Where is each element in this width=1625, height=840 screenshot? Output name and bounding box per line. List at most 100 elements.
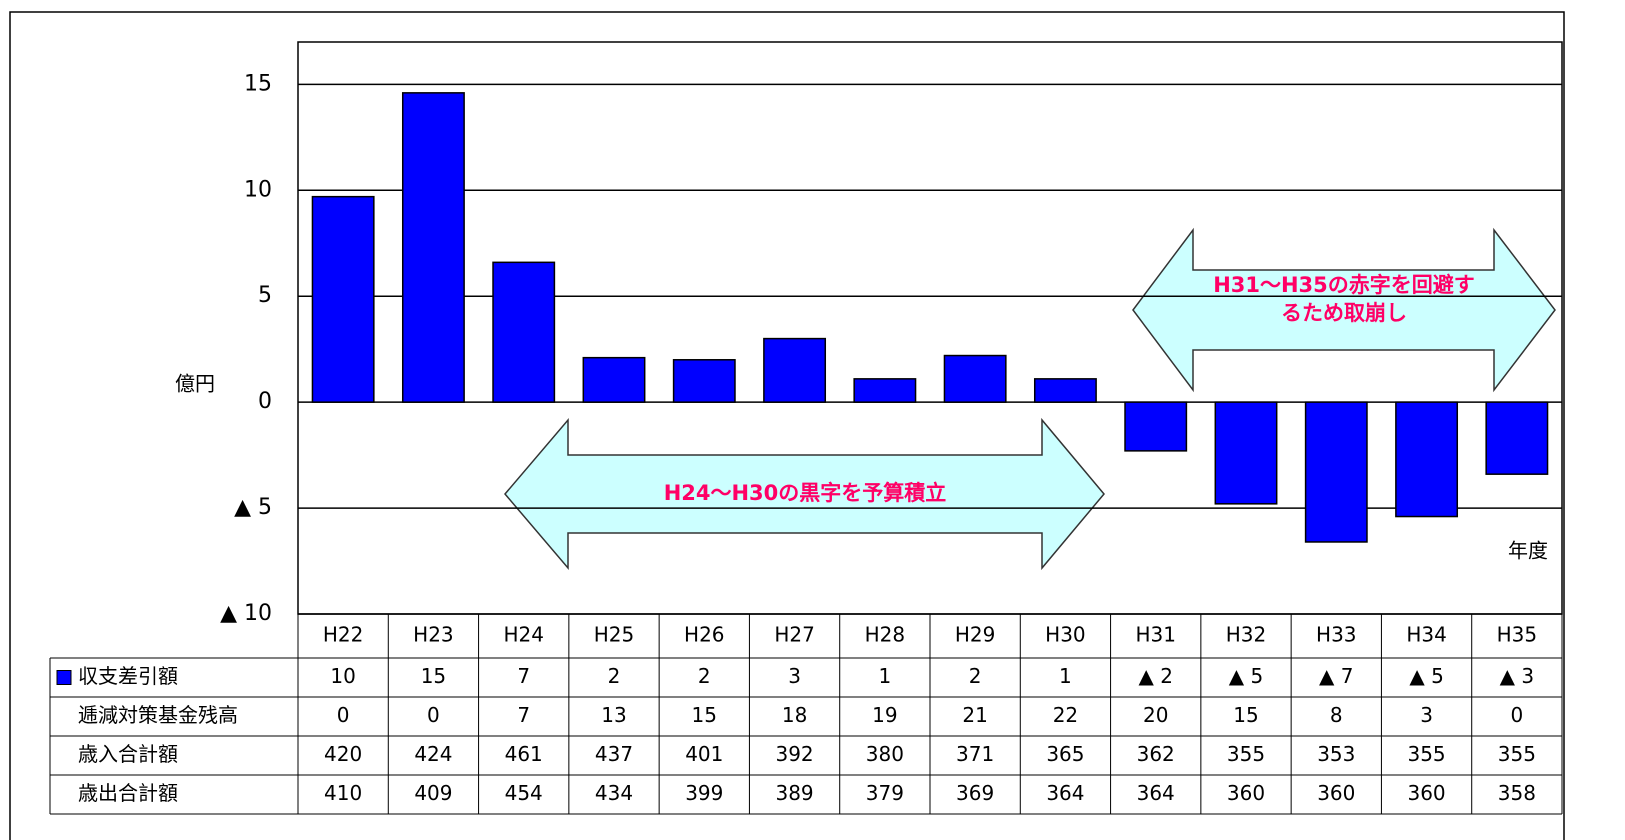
table-cell: 15 — [692, 703, 717, 727]
data-label: 7 — [517, 664, 530, 688]
data-label: ▲ 7 — [1319, 664, 1353, 688]
table-cell: 360 — [1317, 781, 1355, 805]
x-axis-label: 年度 — [1508, 539, 1548, 563]
annotation: H24～H30の黒字を予算積立 — [664, 481, 947, 505]
y-tick-label: 15 — [244, 71, 272, 96]
table-cell: 380 — [866, 742, 904, 766]
table-cell: 399 — [685, 781, 723, 805]
table-cell: 410 — [324, 781, 362, 805]
table-cell: 355 — [1498, 742, 1536, 766]
bar — [311, 195, 375, 403]
bar — [672, 359, 736, 403]
x-tick-label: H33 — [1316, 623, 1357, 647]
table-cell: 355 — [1407, 742, 1445, 766]
annotation: るため取崩し — [1281, 301, 1407, 325]
data-label: ▲ 5 — [1229, 664, 1263, 688]
data-label: 15 — [421, 664, 446, 688]
table-cell: 424 — [414, 742, 452, 766]
table-cell: 437 — [595, 742, 633, 766]
bar — [1304, 401, 1368, 543]
table-cell: 371 — [956, 742, 994, 766]
data-label: 1 — [1059, 664, 1072, 688]
data-label: 10 — [330, 664, 355, 688]
table-cell: 409 — [414, 781, 452, 805]
x-tick-label: H28 — [865, 623, 906, 647]
table-cell: 21 — [962, 703, 987, 727]
table-cell: 362 — [1137, 742, 1175, 766]
data-label: ▲ 3 — [1500, 664, 1534, 688]
frame — [9, 11, 1565, 840]
bar — [1485, 401, 1549, 475]
annotation: H31～H35の赤字を回避す — [1213, 273, 1475, 297]
bar — [492, 261, 556, 403]
row-label: 歳出合計額 — [78, 781, 178, 805]
table-cell: 0 — [427, 703, 440, 727]
table-cell: 13 — [601, 703, 626, 727]
x-tick-label: H30 — [1045, 623, 1086, 647]
data-label: 2 — [969, 664, 982, 688]
legend-swatch — [56, 670, 72, 685]
data-label: 1 — [878, 664, 891, 688]
row-label: 逓減対策基金残高 — [78, 703, 238, 727]
x-tick-label: H29 — [955, 623, 996, 647]
table-cell: 364 — [1137, 781, 1175, 805]
table-cell: 353 — [1317, 742, 1355, 766]
bar — [1124, 401, 1188, 452]
table-cell: 379 — [866, 781, 904, 805]
data-label: 3 — [788, 664, 801, 688]
arrow — [1132, 227, 1556, 393]
x-tick-label: H24 — [503, 623, 544, 647]
table-cell: 454 — [505, 781, 543, 805]
table-cell: 20 — [1143, 703, 1168, 727]
y-tick-label: ▲ 5 — [234, 495, 272, 520]
table-cell: 355 — [1227, 742, 1265, 766]
data-label: ▲ 2 — [1138, 664, 1172, 688]
table-cell: 3 — [1420, 703, 1433, 727]
table-cell: 392 — [775, 742, 813, 766]
table-cell: 434 — [595, 781, 633, 805]
x-tick-label: H23 — [413, 623, 454, 647]
table-cell: 369 — [956, 781, 994, 805]
table-cell: 19 — [872, 703, 897, 727]
table-cell: 420 — [324, 742, 362, 766]
bar — [943, 354, 1007, 403]
data-label: 2 — [608, 664, 621, 688]
table-cell: 22 — [1053, 703, 1078, 727]
bar — [1033, 378, 1097, 403]
table-cell: 360 — [1227, 781, 1265, 805]
x-tick-label: H26 — [684, 623, 725, 647]
x-tick-label: H25 — [594, 623, 635, 647]
y-tick-label: ▲ 10 — [220, 601, 272, 626]
table-cell: 364 — [1046, 781, 1084, 805]
x-tick-label: H27 — [774, 623, 815, 647]
y-axis-label: 億円 — [175, 372, 215, 396]
table-cell: 358 — [1498, 781, 1536, 805]
table-cell: 8 — [1330, 703, 1343, 727]
table-cell: 15 — [1233, 703, 1258, 727]
x-tick-label: H35 — [1497, 623, 1538, 647]
bar — [763, 337, 827, 403]
y-tick-label: 10 — [244, 177, 272, 202]
bar — [1395, 401, 1459, 518]
bar — [853, 378, 917, 403]
legend-label: 収支差引額 — [78, 664, 178, 688]
x-tick-label: H32 — [1226, 623, 1267, 647]
arrow — [504, 417, 1105, 571]
data-label: 2 — [698, 664, 711, 688]
y-tick-label: 5 — [258, 283, 272, 308]
table-cell: 0 — [1510, 703, 1523, 727]
bar — [401, 92, 465, 403]
table-cell: 389 — [775, 781, 813, 805]
table-cell: 461 — [505, 742, 543, 766]
table-cell: 360 — [1407, 781, 1445, 805]
data-label: ▲ 5 — [1409, 664, 1443, 688]
table-cell: 7 — [517, 703, 530, 727]
table-cell: 401 — [685, 742, 723, 766]
bar — [1214, 401, 1278, 505]
y-tick-label: 0 — [258, 389, 272, 414]
table-cell: 0 — [337, 703, 350, 727]
table-cell: 365 — [1046, 742, 1084, 766]
x-tick-label: H22 — [323, 623, 364, 647]
x-tick-label: H31 — [1135, 623, 1176, 647]
